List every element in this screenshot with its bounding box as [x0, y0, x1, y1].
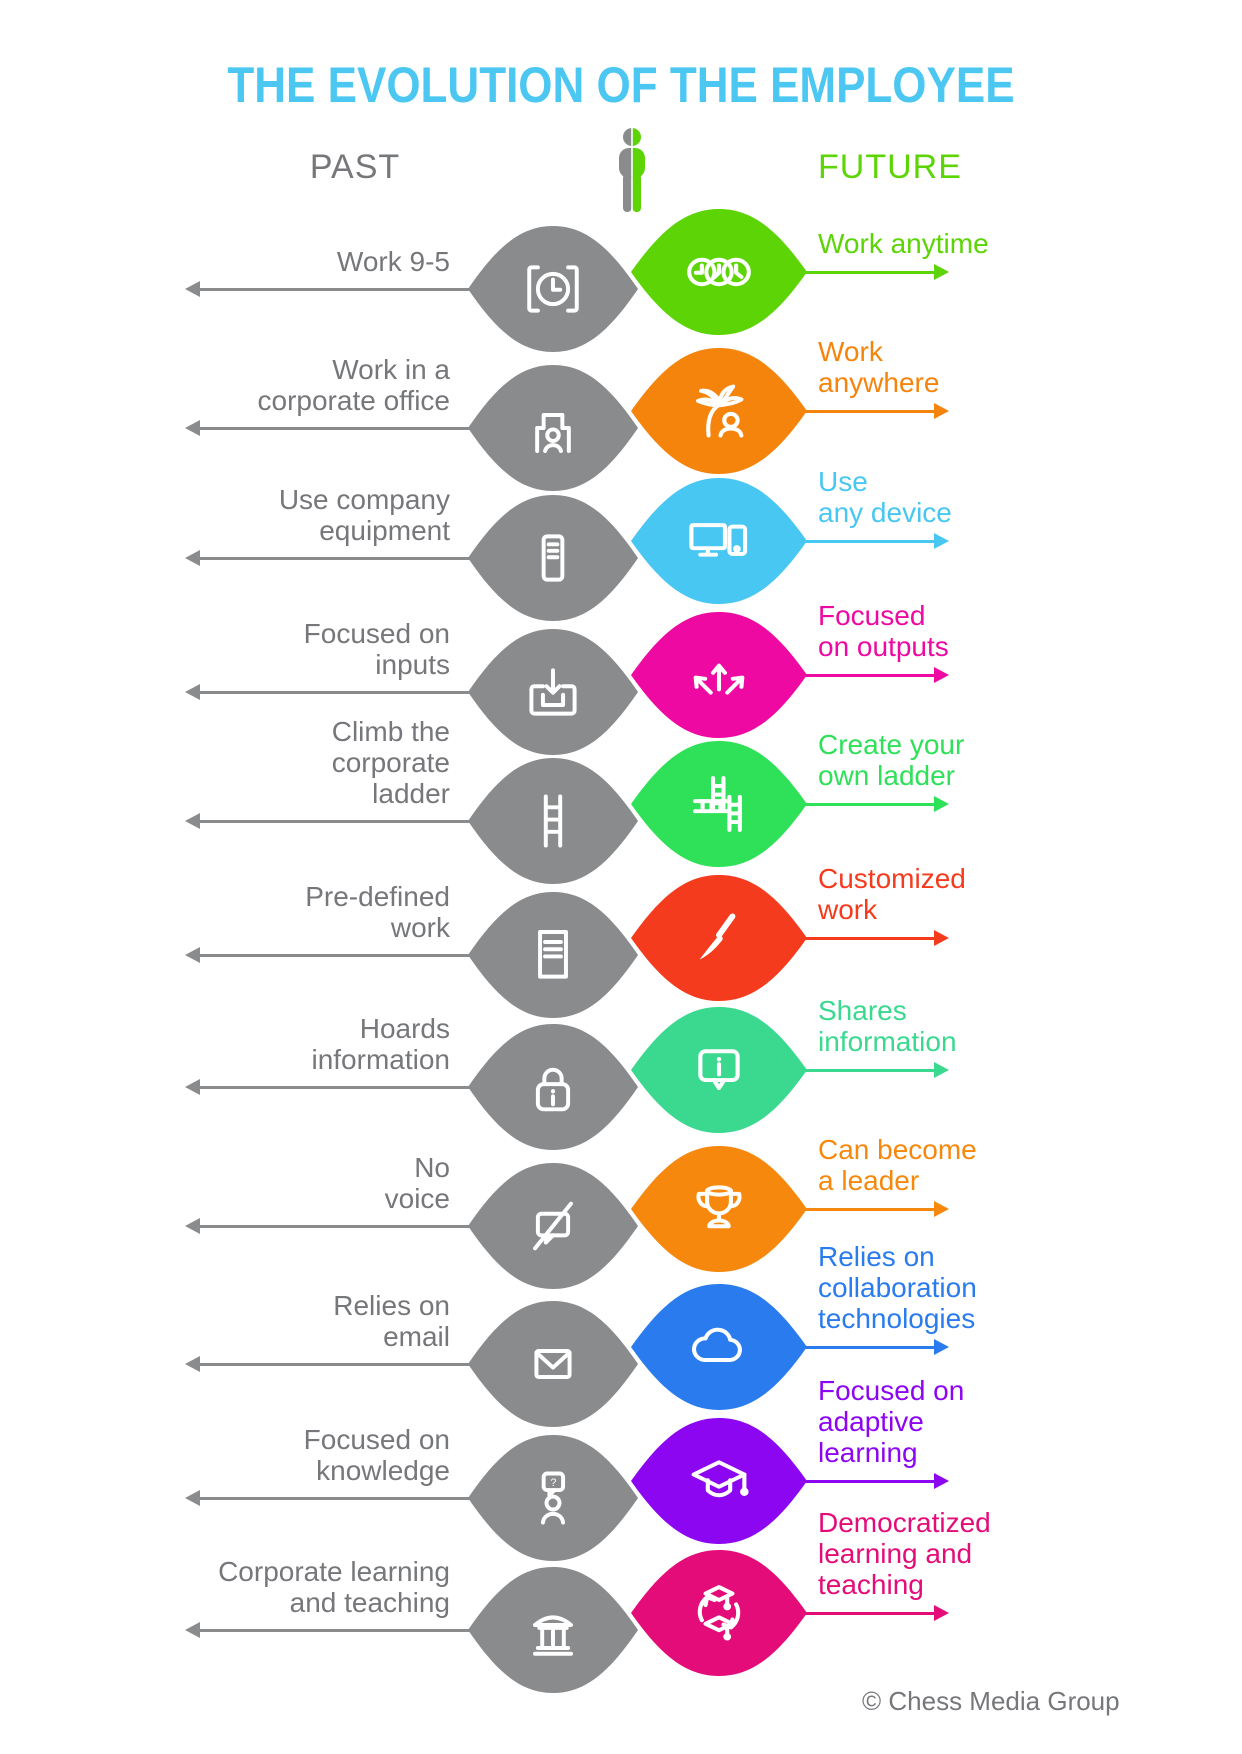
document-icon: [538, 929, 568, 979]
copyright: © Chess Media Group: [862, 1686, 1120, 1716]
past-arrow: [185, 813, 472, 829]
paintbrush-icon: [699, 913, 736, 960]
past-diamond: [468, 365, 638, 491]
past-label: Corporate learning and teaching: [218, 1556, 450, 1618]
muted-speech-icon: [533, 1201, 573, 1251]
past-arrow: [185, 281, 472, 297]
alarm-clock-icon: [527, 265, 579, 313]
future-column-heading: FUTURE: [818, 148, 962, 186]
past-diamond: [468, 226, 638, 352]
future-arrow: [802, 533, 949, 549]
future-arrow: [802, 667, 949, 683]
person-question-icon: ?: [540, 1471, 566, 1525]
future-label: Can become a leader: [818, 1134, 977, 1196]
past-label: Relies on email: [333, 1290, 450, 1352]
learning-cycle-icon: [697, 1585, 741, 1641]
future-diamond: [631, 1550, 807, 1676]
arrows-out-icon: [693, 663, 745, 695]
past-diamond: [468, 892, 638, 1018]
office-worker-icon: [535, 413, 571, 454]
future-diamond: [631, 612, 807, 738]
person-split-icon: [619, 128, 645, 212]
past-label: Pre-defined work: [305, 881, 450, 943]
future-diamond: [631, 1007, 807, 1133]
envelope-icon: [534, 1349, 572, 1379]
past-label: Climb the corporate ladder: [331, 716, 450, 809]
future-label: Shares information: [818, 995, 957, 1057]
inbox-arrow-icon: [529, 668, 577, 716]
padlock-info-icon: [535, 1067, 571, 1112]
devices-icon: [689, 523, 748, 557]
computer-tower-icon: [541, 534, 565, 582]
future-diamond: [631, 875, 807, 1001]
past-diamond: [468, 758, 638, 884]
past-label: Focused on inputs: [303, 618, 450, 680]
trophy-icon: [696, 1185, 742, 1229]
past-label: Focused on knowledge: [303, 1424, 450, 1486]
future-arrow: [802, 1062, 949, 1078]
past-arrow: [185, 550, 472, 566]
past-diamond: [468, 495, 638, 621]
future-label: Customized work: [818, 863, 966, 925]
past-diamond: [468, 1301, 638, 1427]
future-label: Focused on outputs: [818, 600, 949, 662]
past-arrow: [185, 1622, 472, 1638]
svg-text:?: ?: [550, 1477, 556, 1489]
past-label: No voice: [384, 1152, 450, 1214]
future-label: Democratized learning and teaching: [818, 1507, 991, 1600]
palm-tree-person-icon: [696, 384, 744, 438]
past-arrow: [185, 1079, 472, 1095]
past-arrow: [185, 1356, 472, 1372]
future-label: Create your own ladder: [818, 729, 965, 791]
future-arrow: [802, 1473, 949, 1489]
future-label: Work anywhere: [818, 336, 940, 398]
three-clocks-icon: [687, 257, 751, 287]
future-label: Use any device: [818, 466, 952, 528]
future-diamond: [631, 1146, 807, 1272]
past-column-heading: PAST: [309, 148, 401, 186]
future-arrow: [802, 1605, 949, 1621]
past-label: Work 9-5: [336, 246, 450, 277]
multi-ladders-icon: [693, 776, 742, 832]
past-label: Hoards information: [311, 1013, 450, 1075]
past-diamond: ?: [468, 1435, 638, 1561]
past-diamond: [468, 1024, 638, 1150]
cloud-icon: [692, 1327, 742, 1362]
future-diamond: [631, 209, 807, 335]
future-diamond: [631, 1418, 807, 1544]
speech-info-icon: [698, 1049, 740, 1090]
future-arrow: [802, 1201, 949, 1217]
graduation-cap-icon: [691, 1460, 749, 1498]
future-arrow: [802, 930, 949, 946]
past-arrow: [185, 420, 472, 436]
future-label: Work anytime: [818, 228, 989, 259]
past-diamond: [468, 1163, 638, 1289]
future-label: Relies on collaboration technologies: [818, 1241, 977, 1334]
ladder-icon: [543, 794, 563, 848]
institution-icon: [533, 1615, 573, 1656]
future-diamond: [631, 478, 807, 604]
future-diamond: [631, 1284, 807, 1410]
past-arrow: [185, 684, 472, 700]
past-arrow: [185, 1218, 472, 1234]
past-diamond: [468, 629, 638, 755]
past-label: Use company equipment: [278, 484, 450, 546]
page-title: THE EVOLUTION OF THE EMPLOYEE: [227, 57, 1015, 113]
past-label: Work in a corporate office: [257, 354, 451, 416]
future-arrow: [802, 796, 949, 812]
past-arrow: [185, 947, 472, 963]
future-arrow: [802, 403, 949, 419]
past-diamond: [468, 1567, 638, 1693]
future-diamond: [631, 348, 807, 474]
past-arrow: [185, 1490, 472, 1506]
future-label: Focused on adaptive learning: [818, 1375, 965, 1468]
future-arrow: [802, 1339, 949, 1355]
future-diamond: [631, 741, 807, 867]
future-arrow: [802, 264, 949, 280]
